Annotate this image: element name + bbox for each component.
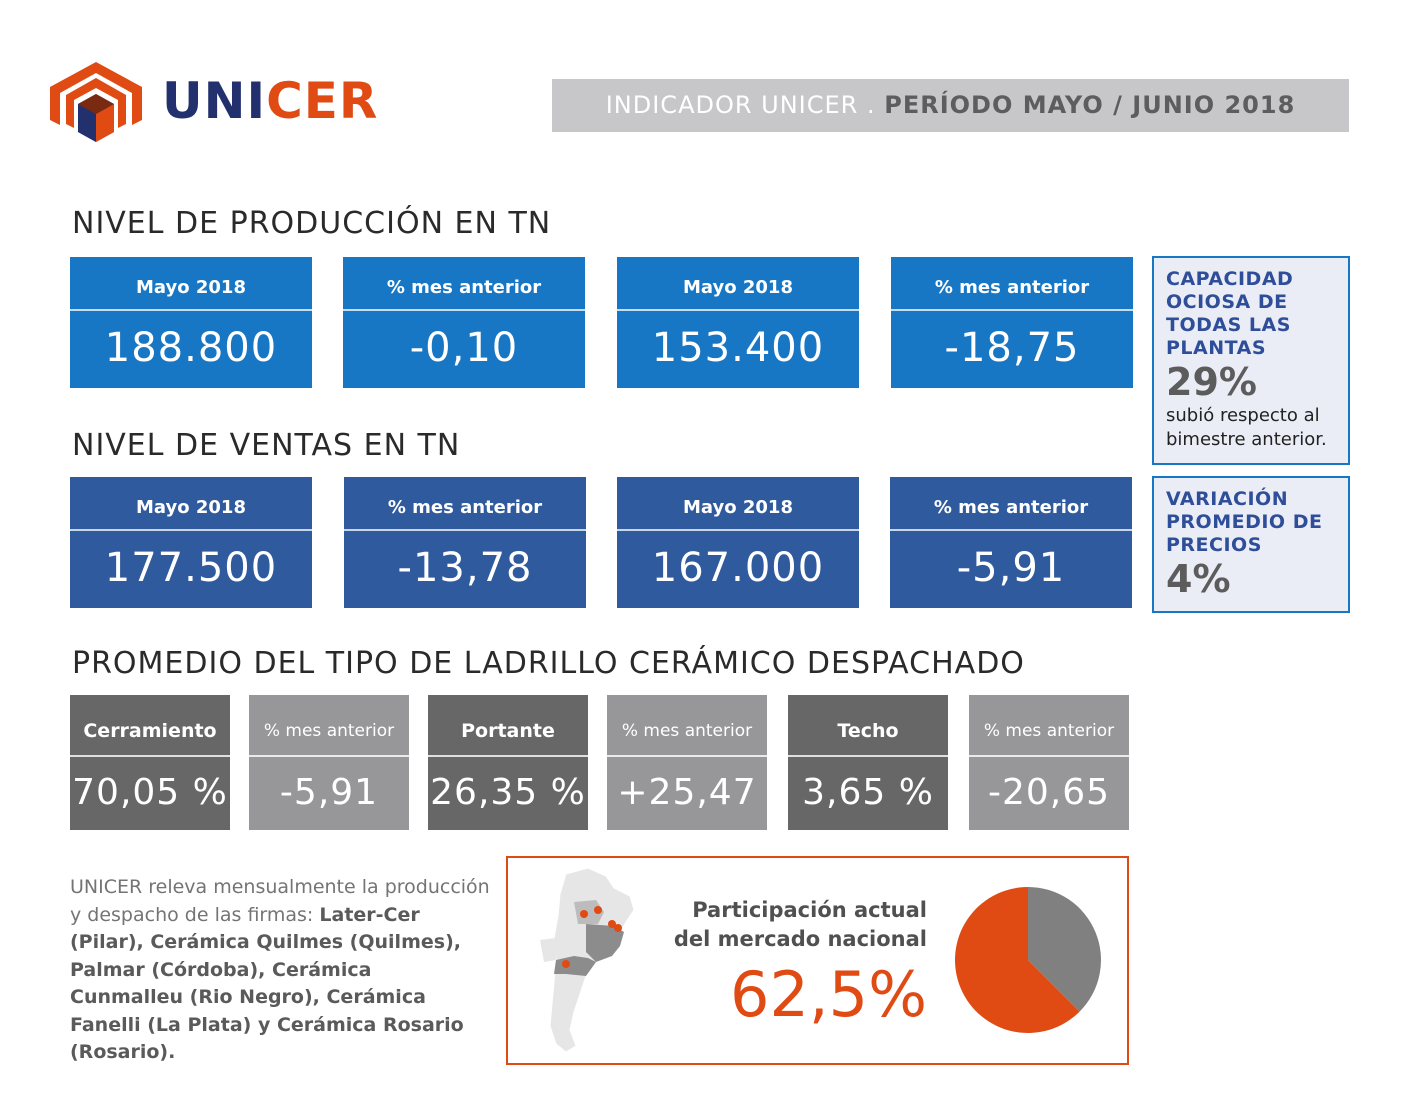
card-label: % mes anterior [607, 695, 767, 757]
card-label: Portante [428, 695, 588, 757]
brick-card-techo-change: % mes anterior -20,65 [969, 695, 1129, 830]
production-card-2: % mes anterior -0,10 [343, 257, 585, 388]
card-label: % mes anterior [969, 695, 1129, 757]
card-value: -0,10 [409, 325, 519, 371]
brand-name: UNICER [162, 72, 378, 130]
card-value: 26,35 % [430, 772, 586, 813]
market-share-box: Participación actual del mercado naciona… [506, 856, 1129, 1065]
capacity-title: CAPACIDAD OCIOSA DE TODAS LAS PLANTAS [1166, 268, 1294, 359]
brick-card-techo: Techo 3,65 % [788, 695, 948, 830]
card-value: -13,78 [397, 545, 533, 591]
card-value: 153.400 [651, 325, 825, 371]
brand-name-part1: UNI [162, 72, 267, 130]
card-value: 188.800 [104, 325, 278, 371]
card-value: -5,91 [956, 545, 1066, 591]
sales-card-4: % mes anterior -5,91 [890, 477, 1132, 608]
production-card-4: % mes anterior -18,75 [891, 257, 1133, 388]
about-text: UNICER releva mensualmente la producción… [70, 874, 490, 1067]
bricks-title: PROMEDIO DEL TIPO DE LADRILLO CERÁMICO D… [72, 646, 1025, 681]
card-label: Mayo 2018 [617, 257, 859, 311]
market-label-line1: Participación actual [692, 898, 927, 922]
production-title: NIVEL DE PRODUCCIÓN EN TN [72, 206, 552, 241]
capacity-value: 29% [1166, 360, 1257, 404]
period-banner: INDICADOR UNICER . PERÍODO MAYO / JUNIO … [552, 79, 1349, 132]
card-label: Cerramiento [70, 695, 230, 757]
card-value: -18,75 [944, 325, 1080, 371]
card-label: % mes anterior [891, 257, 1133, 311]
market-share-label: Participación actual del mercado naciona… [627, 896, 927, 954]
pie-slice-rest [1028, 887, 1101, 1012]
card-value: -20,65 [987, 772, 1111, 813]
production-card-3: Mayo 2018 153.400 [617, 257, 859, 388]
card-label: Techo [788, 695, 948, 757]
about-intro: UNICER releva mensualmente la producción… [70, 876, 490, 926]
unicer-logo-icon [50, 62, 142, 142]
brick-card-portante-change: % mes anterior +25,47 [607, 695, 767, 830]
prices-title: VARIACIÓN PROMEDIO DE PRECIOS [1166, 488, 1323, 556]
about-firms: Later-Cer (Pilar), Cerámica Quilmes (Qui… [70, 903, 464, 1064]
brand-name-part2: CER [266, 72, 379, 130]
brick-card-portante: Portante 26,35 % [428, 695, 588, 830]
capacity-note: subió respecto al bimestre anterior. [1166, 405, 1327, 450]
card-label: % mes anterior [890, 477, 1132, 531]
market-label-line2: del mercado nacional [673, 927, 927, 951]
card-label: % mes anterior [344, 477, 586, 531]
market-share-pie [955, 887, 1101, 1033]
card-label: Mayo 2018 [70, 477, 312, 531]
argentina-map-icon [540, 867, 635, 1053]
production-card-1: Mayo 2018 188.800 [70, 257, 312, 388]
prices-value: 4% [1166, 557, 1231, 601]
sales-card-1: Mayo 2018 177.500 [70, 477, 312, 608]
card-value: +25,47 [617, 772, 757, 813]
card-value: 70,05 % [72, 772, 228, 813]
banner-period: PERÍODO MAYO / JUNIO 2018 [884, 91, 1296, 119]
card-value: 167.000 [651, 545, 825, 591]
prices-box: VARIACIÓN PROMEDIO DE PRECIOS 4% [1152, 476, 1350, 613]
card-label: Mayo 2018 [617, 477, 859, 531]
card-label: % mes anterior [343, 257, 585, 311]
card-value: -5,91 [279, 772, 379, 813]
card-value: 3,65 % [802, 772, 934, 813]
capacity-box: CAPACIDAD OCIOSA DE TODAS LAS PLANTAS 29… [1152, 256, 1350, 465]
brick-card-cerramiento: Cerramiento 70,05 % [70, 695, 230, 830]
card-label: Mayo 2018 [70, 257, 312, 311]
card-label: % mes anterior [249, 695, 409, 757]
sales-title: NIVEL DE VENTAS EN TN [72, 428, 461, 463]
sales-card-3: Mayo 2018 167.000 [617, 477, 859, 608]
sales-card-2: % mes anterior -13,78 [344, 477, 586, 608]
card-value: 177.500 [104, 545, 278, 591]
brick-card-cerramiento-change: % mes anterior -5,91 [249, 695, 409, 830]
market-share-value: 62,5% [730, 958, 927, 1031]
banner-prefix: INDICADOR UNICER . [605, 91, 885, 119]
pie-slice-share [955, 887, 1080, 1033]
